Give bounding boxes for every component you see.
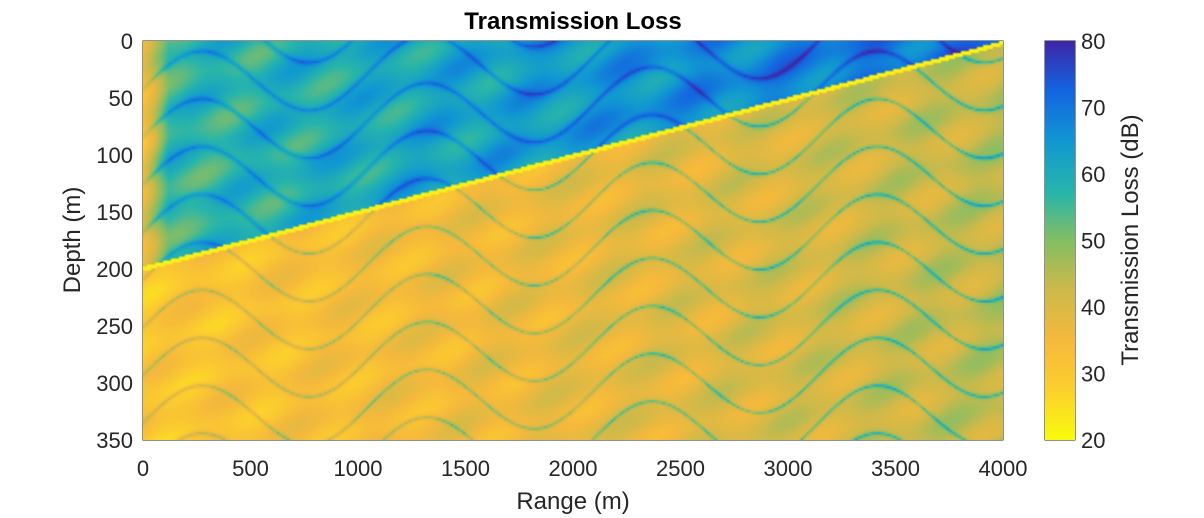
y-tick-label: 100 [96, 143, 133, 168]
x-tick-label: 0 [137, 456, 149, 481]
x-tick-label: 3000 [764, 456, 813, 481]
colorbar-tick-label: 80 [1081, 29, 1105, 54]
colorbar-tick-label: 30 [1081, 362, 1105, 387]
x-tick-label: 500 [232, 456, 269, 481]
y-tick-label: 50 [109, 86, 133, 111]
colorbar-label: Transmission Loss (dB) [1117, 114, 1144, 365]
y-axis-label: Depth (m) [59, 187, 86, 294]
y-tick-label: 350 [96, 428, 133, 453]
colorbar-tick-label: 40 [1081, 295, 1105, 320]
x-axis-label: Range (m) [516, 488, 629, 515]
x-tick-label: 3500 [871, 456, 920, 481]
x-tick-label: 2500 [656, 456, 705, 481]
colorbar-tick-label: 60 [1081, 162, 1105, 187]
y-tick-label: 200 [96, 257, 133, 282]
x-tick-label: 1500 [441, 456, 490, 481]
y-axis-ticks: 0 50 100 150 200 250 300 350 [96, 29, 1003, 453]
x-tick-label: 1000 [334, 456, 383, 481]
chart-title: Transmission Loss [464, 8, 681, 35]
colorbar-ticks: 20 30 40 50 60 70 80 [1070, 29, 1105, 453]
y-tick-label: 300 [96, 371, 133, 396]
y-tick-label: 250 [96, 314, 133, 339]
colorbar-tick-label: 70 [1081, 96, 1105, 121]
y-tick-label: 0 [121, 29, 133, 54]
x-tick-label: 4000 [979, 456, 1028, 481]
colorbar [1045, 41, 1075, 440]
y-tick-label: 150 [96, 200, 133, 225]
colorbar-tick-label: 50 [1081, 229, 1105, 254]
x-tick-label: 2000 [549, 456, 598, 481]
colorbar-tick-label: 20 [1081, 428, 1105, 453]
heatmap [143, 41, 1003, 440]
x-axis-ticks: 0 500 1000 1500 2000 2500 3000 3500 4000 [137, 41, 1028, 481]
